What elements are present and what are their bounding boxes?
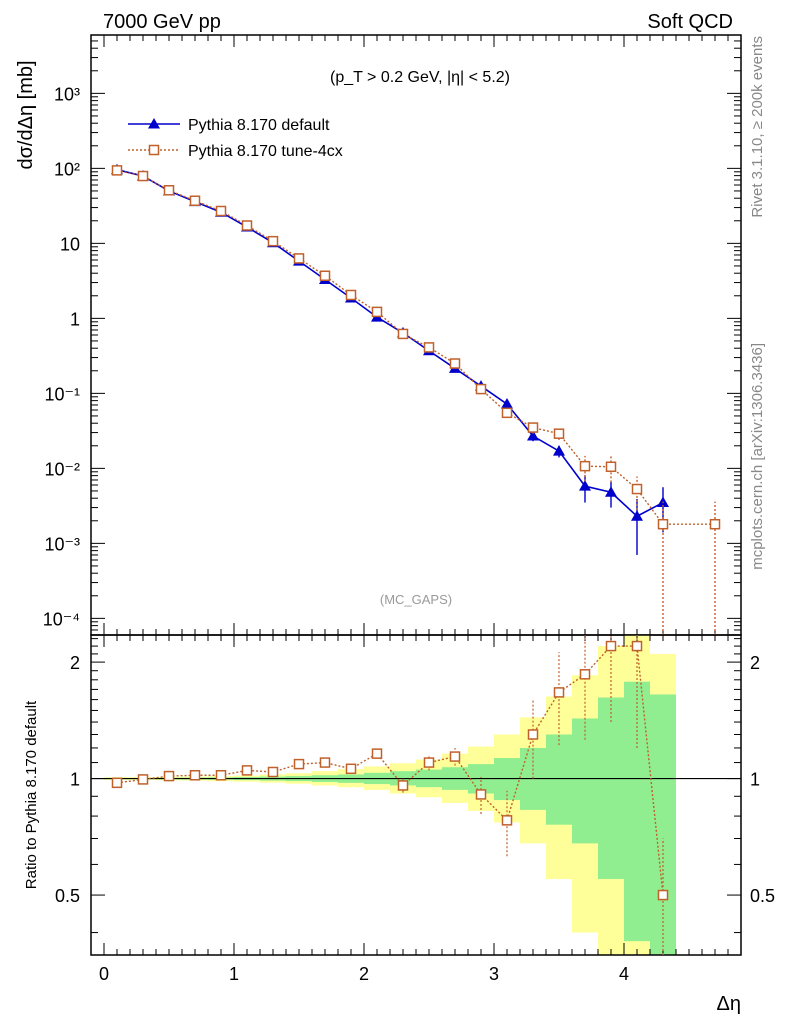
data-point <box>293 253 305 264</box>
y-tick-label: 10⁻⁴ <box>43 609 80 629</box>
y-tick-label: 1 <box>70 309 80 329</box>
data-point <box>215 770 227 781</box>
data-point <box>111 165 123 176</box>
data-point <box>267 235 279 247</box>
series-line <box>116 168 664 518</box>
data-point <box>137 170 149 182</box>
data-point <box>397 328 409 340</box>
x-tick-label: 1 <box>229 964 239 984</box>
y-tick-label: 1 <box>70 770 80 790</box>
data-point <box>553 687 565 698</box>
legend: Pythia 8.170 default Pythia 8.170 tune-4c… <box>128 117 343 160</box>
data-point <box>501 407 513 419</box>
data-point <box>657 889 669 901</box>
band-inner <box>572 718 598 844</box>
data-point <box>371 748 383 759</box>
data-point <box>527 430 539 441</box>
ratio-bands <box>91 635 741 955</box>
header-left: 7000 GeV pp <box>103 11 221 33</box>
y-tick-label: 10² <box>54 159 80 179</box>
data-point <box>449 751 461 762</box>
data-point <box>215 205 227 217</box>
data-point <box>293 758 305 770</box>
series-line <box>116 169 715 525</box>
data-point <box>345 763 357 775</box>
data-point <box>631 483 643 495</box>
data-point <box>501 398 513 409</box>
data-point <box>423 757 435 768</box>
ratio-panel: 0 1 2 3 4 0.5 0.5 1 1 2 2 Ratio to Pythia 8.170 de… <box>23 634 775 1015</box>
data-point <box>553 428 565 439</box>
data-point <box>111 777 123 789</box>
rivet-label: Rivet 3.1.10, ≥ 200k events <box>749 36 766 218</box>
data-point <box>475 789 487 800</box>
data-point <box>189 770 201 781</box>
x-axis-label: Δη <box>717 993 741 1015</box>
cut-label: (p_T > 0.2 GeV, |η| < 5.2) <box>330 69 510 86</box>
x-tick-label: 0 <box>99 964 109 984</box>
y-tick-label: 2 <box>70 653 80 673</box>
data-point <box>267 766 279 778</box>
main-panel: 10⁻⁴ 10⁻³ 10⁻² 10⁻¹ 1 10 10² 10³ dσ/dΔη [mb] (p… <box>15 34 742 636</box>
data-point <box>371 306 383 318</box>
ratio-series-layer <box>111 635 669 955</box>
analysis-label: (MC_GAPS) <box>380 592 452 607</box>
data-point <box>605 640 617 652</box>
data-point <box>631 510 643 521</box>
header-right: Soft QCD <box>647 11 733 33</box>
data-point <box>148 144 160 156</box>
main-ylabel: dσ/dΔη [mb] <box>15 60 37 169</box>
legend-label: Pythia 8.170 tune-4cx <box>188 143 343 160</box>
data-point <box>657 518 669 530</box>
y-tick-label: 0.5 <box>55 886 80 906</box>
main-axis-ticks: 10⁻⁴ 10⁻³ 10⁻² 10⁻¹ 1 10 10² 10³ <box>43 34 741 636</box>
data-point <box>241 220 253 231</box>
x-tick-label: 4 <box>619 964 629 984</box>
y-tick-label-right: 2 <box>750 653 760 673</box>
data-point <box>579 669 591 680</box>
data-point <box>709 518 721 530</box>
data-point <box>163 185 175 196</box>
data-point <box>579 460 591 472</box>
y-tick-label: 10⁻³ <box>44 534 80 554</box>
data-point <box>527 422 539 433</box>
y-tick-label: 10³ <box>54 84 80 104</box>
data-point <box>241 765 253 776</box>
data-point <box>501 815 513 826</box>
y-tick-label-right: 0.5 <box>750 886 775 906</box>
data-point <box>345 289 357 301</box>
data-point <box>475 383 487 395</box>
ratio-ylabel: Ratio to Pythia 8.170 default <box>23 700 40 889</box>
data-point <box>137 774 149 785</box>
data-point <box>527 729 539 740</box>
data-point <box>397 780 409 791</box>
data-point <box>189 195 201 206</box>
band-inner <box>624 681 650 942</box>
data-point <box>319 757 331 768</box>
band-inner <box>650 694 676 955</box>
mcplots-label: mcplots.cern.ch [arXiv:1306.3436] <box>749 343 766 570</box>
main-series-layer <box>111 163 721 635</box>
data-point <box>423 342 435 353</box>
data-point <box>553 445 565 456</box>
data-point <box>631 640 643 652</box>
data-point <box>605 461 617 473</box>
data-point <box>319 270 331 281</box>
y-tick-label: 10⁻¹ <box>44 384 80 404</box>
data-point <box>579 480 591 491</box>
x-tick-label: 2 <box>359 964 369 984</box>
data-point <box>163 770 175 782</box>
data-point <box>605 486 617 497</box>
y-tick-label: 10⁻² <box>44 459 80 479</box>
band-inner <box>546 734 572 825</box>
legend-label: Pythia 8.170 default <box>188 117 330 134</box>
y-tick-label-right: 1 <box>750 770 760 790</box>
ratio-axis-ticks: 0 1 2 3 4 0.5 0.5 1 1 2 2 <box>55 635 775 984</box>
x-tick-label: 3 <box>489 964 499 984</box>
y-tick-label: 10 <box>60 234 80 254</box>
band-inner <box>598 697 624 880</box>
data-point <box>148 118 160 129</box>
data-point <box>449 358 461 369</box>
